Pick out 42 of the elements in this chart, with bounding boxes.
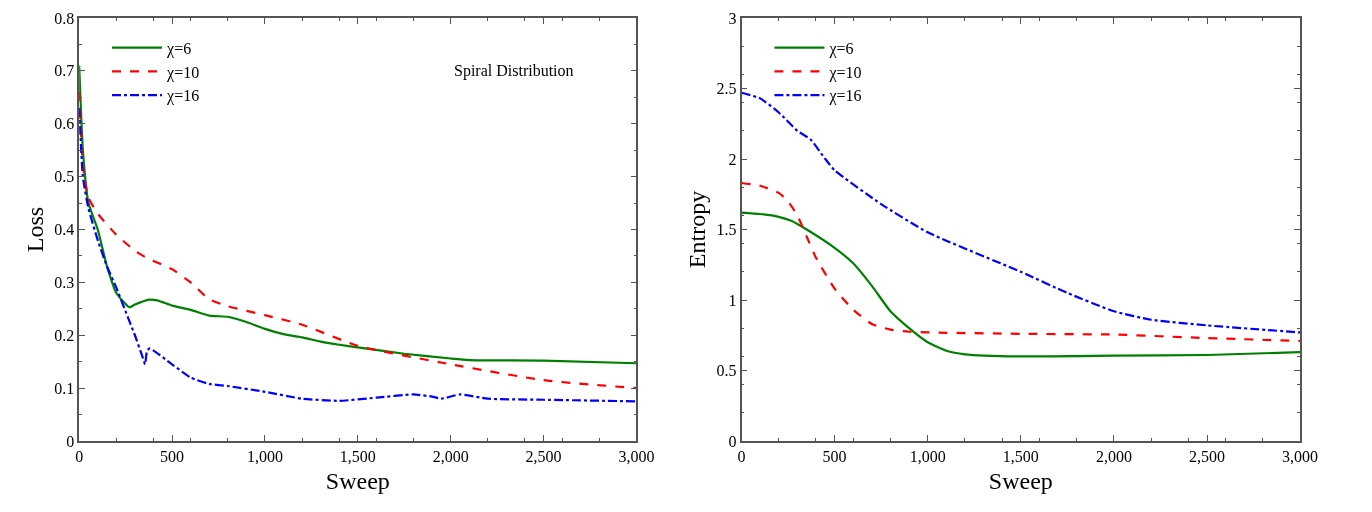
annotation: Spiral Distribution	[454, 62, 574, 80]
x-tick-label: 2,000	[432, 447, 469, 465]
x-tick-label: 3,000	[1282, 447, 1319, 465]
y-axis-title: Entropy	[684, 190, 711, 269]
legend-label: χ=6	[166, 39, 192, 58]
x-tick-label: 2,500	[525, 447, 562, 465]
y-tick-label: 0.7	[54, 62, 75, 80]
legend-label: χ=10	[166, 63, 200, 82]
x-tick-label: 500	[160, 447, 185, 465]
y-tick-label: 2	[728, 150, 737, 168]
y-tick-label: 0	[66, 432, 75, 450]
y-tick-label: 0.5	[54, 168, 75, 186]
y-tick-label: 0.5	[716, 362, 737, 380]
y-tick-label: 0.1	[54, 379, 75, 397]
y-tick-label: 0.2	[54, 326, 75, 344]
y-tick-label: 1	[728, 291, 737, 309]
y-tick-label: 0.4	[54, 221, 75, 239]
legend-label: χ=16	[166, 87, 200, 106]
x-tick-label: 1,000	[909, 447, 946, 465]
y-tick-label: 0.6	[54, 115, 75, 133]
y-axis-title: Loss	[21, 206, 48, 253]
x-tick-label: 1,500	[339, 447, 376, 465]
line-series	[741, 181, 1301, 342]
y-tick-label: 0	[728, 432, 737, 450]
x-axis-title: Sweep	[988, 467, 1053, 494]
legend-label: χ=16	[828, 87, 862, 106]
x-axis-title: Sweep	[325, 467, 390, 494]
y-tick-label: 2.5	[716, 80, 737, 98]
x-tick-label: 3,000	[618, 447, 655, 465]
x-tick-label: 500	[822, 447, 847, 465]
line-series	[741, 211, 1301, 358]
x-tick-label: 2,500	[1189, 447, 1226, 465]
x-tick-label: 1,500	[1002, 447, 1039, 465]
y-tick-label: 1.5	[716, 221, 737, 239]
y-tick-label: 0.8	[54, 9, 75, 27]
y-tick-label: 0.3	[54, 273, 75, 291]
legend-label: χ=6	[828, 39, 854, 58]
x-tick-label: 2,000	[1095, 447, 1132, 465]
y-tick-label: 3	[728, 9, 737, 27]
legend-label: χ=10	[828, 63, 862, 82]
x-tick-label: 1,000	[246, 447, 283, 465]
line-series	[741, 91, 1301, 334]
